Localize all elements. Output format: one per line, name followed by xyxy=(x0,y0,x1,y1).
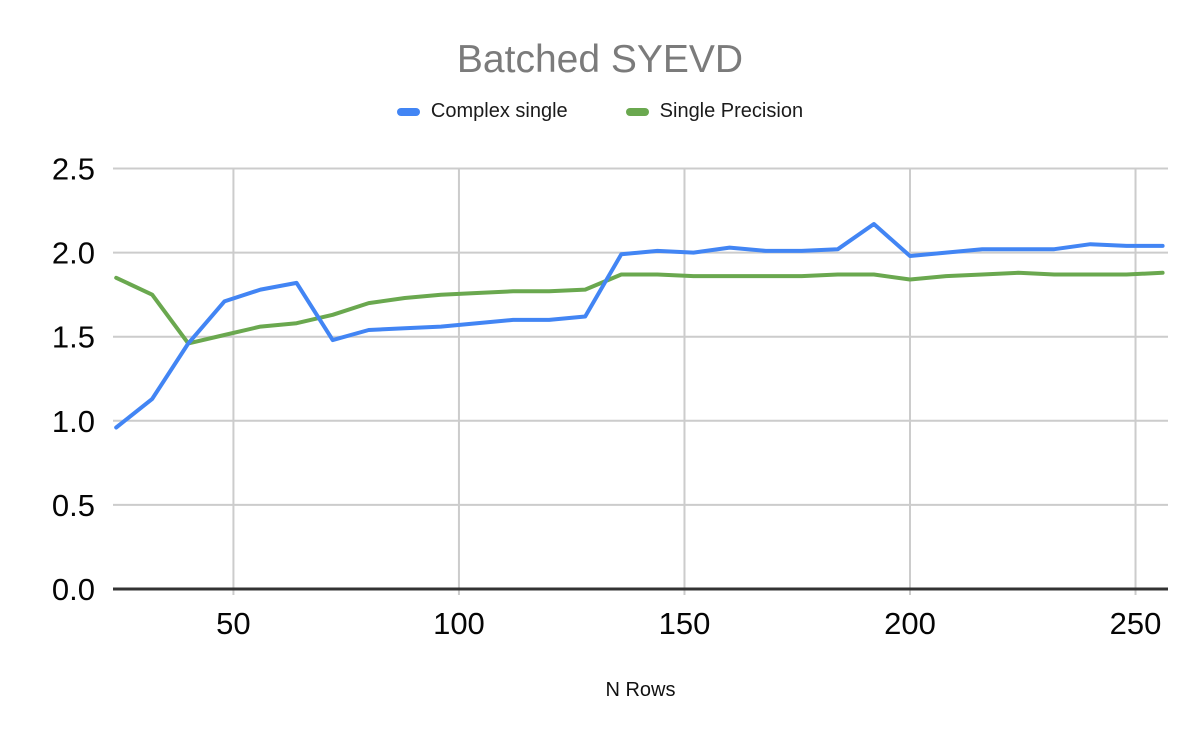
y-tick-label: 1.0 xyxy=(52,404,95,439)
series-line-single-precision xyxy=(114,270,1165,346)
x-tick-label: 100 xyxy=(433,606,485,641)
legend-label-complex-single: Complex single xyxy=(430,100,568,122)
x-tick-label: 50 xyxy=(216,606,250,641)
x-tick-label: 250 xyxy=(1110,606,1162,641)
x-tick-label: 200 xyxy=(884,606,936,641)
chart-title: Batched SYEVD xyxy=(456,38,744,81)
x-axis-title: N Rows xyxy=(605,679,676,701)
legend-label-single-precision: Single Precision xyxy=(659,100,804,122)
legend-item-complex-single: Complex single xyxy=(396,100,568,123)
legend-item-single-precision: Single Precision xyxy=(625,100,804,123)
y-tick-label: 0.0 xyxy=(52,572,95,607)
x-tick-label: 150 xyxy=(659,606,711,641)
legend-swatch-complex-single xyxy=(396,107,420,116)
y-tick-label: 2.0 xyxy=(52,236,95,271)
y-tick-label: 2.5 xyxy=(52,152,95,187)
series-line-complex-single xyxy=(114,222,1165,430)
legend-swatch-single-precision xyxy=(625,107,649,116)
y-tick-label: 1.5 xyxy=(52,320,95,355)
legend: Complex single Single Precision xyxy=(0,100,1200,123)
y-tick-label: 0.5 xyxy=(52,488,95,523)
